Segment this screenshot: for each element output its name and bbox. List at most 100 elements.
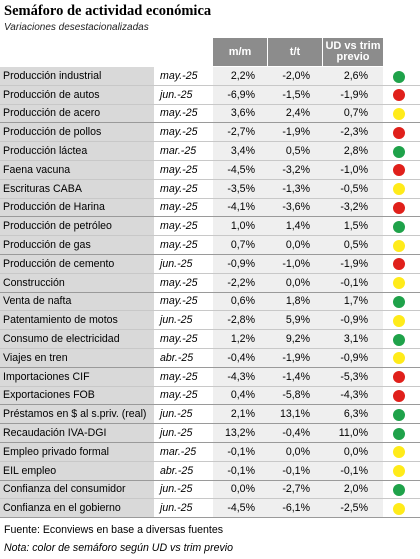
- value-tt: -3,2%: [282, 163, 310, 176]
- traffic-light-green-icon: [393, 220, 405, 233]
- indicator-date: may.-25: [160, 163, 198, 176]
- cell-background: [323, 424, 383, 442]
- traffic-light-green-icon: [393, 427, 405, 440]
- cell-background: [268, 198, 323, 217]
- indicator-name: Empleo privado formal: [0, 442, 154, 461]
- indicator-name: Producción de gas: [0, 236, 154, 254]
- cell-background: [323, 160, 383, 179]
- value-ud: 0,7%: [343, 107, 368, 120]
- cell-background: [268, 123, 323, 142]
- table-row: Confianza en el gobierno jun.-25 -4,5% -6,1…: [0, 499, 420, 519]
- cell-background: [268, 499, 323, 518]
- cell-background: [213, 179, 268, 198]
- table-row: Producción industrial may.-25 2,2% -2,0% 2,6…: [0, 67, 420, 86]
- indicator-name: Construcción: [0, 273, 154, 292]
- cell-background: [213, 254, 268, 273]
- cell-background: [268, 311, 323, 330]
- indicator-date: may.-25: [160, 69, 198, 82]
- cell-background: [268, 461, 323, 480]
- cell-background: [268, 104, 323, 123]
- table-row: Producción de Harina may.-25 -4,1% -3,6% -3,…: [0, 198, 420, 218]
- cell-background: [268, 160, 323, 179]
- value-mm: 0,7%: [230, 239, 255, 252]
- value-tt: -1,9%: [282, 126, 310, 139]
- indicator-name: Recaudación IVA-DGI: [0, 424, 154, 442]
- indicator-date: jun.-25: [160, 408, 193, 421]
- cell-background: [323, 236, 383, 254]
- indicator-date: abr.-25: [160, 351, 194, 364]
- traffic-light-green-icon: [393, 333, 405, 346]
- cell-background: [323, 217, 383, 236]
- value-tt: 0,0%: [285, 239, 310, 252]
- value-mm: -0,1%: [227, 445, 255, 458]
- value-ud: -3,2%: [340, 201, 368, 214]
- value-mm: -4,5%: [227, 163, 255, 176]
- value-tt: -0,4%: [282, 427, 310, 440]
- traffic-light-green-icon: [393, 145, 405, 158]
- table-row: Exportaciones FOB may.-25 0,4% -5,8% -4,3%: [0, 386, 420, 406]
- indicator-date: mar.-25: [160, 145, 197, 158]
- value-tt: 1,4%: [285, 220, 310, 233]
- cell-background: [323, 123, 383, 142]
- cell-background: [323, 292, 383, 311]
- cell-background: [323, 405, 383, 424]
- cell-background: [323, 67, 383, 85]
- value-mm: -0,9%: [227, 257, 255, 270]
- indicator-name: Exportaciones FOB: [0, 386, 154, 405]
- indicator-name: Producción de autos: [0, 85, 154, 104]
- cell-background: [268, 179, 323, 198]
- cell-background: [268, 405, 323, 424]
- cell-background: [213, 424, 268, 442]
- cell-background: [213, 311, 268, 330]
- value-mm: -0,4%: [227, 351, 255, 364]
- value-ud: 11,0%: [338, 427, 368, 440]
- traffic-light-red-icon: [393, 390, 405, 403]
- indicator-name: Préstamos en $ al s.priv. (real): [0, 405, 154, 424]
- cell-background: [323, 499, 383, 518]
- indicator-date: jun.-25: [160, 427, 193, 440]
- cell-background: [213, 273, 268, 292]
- value-tt: 2,4%: [285, 107, 310, 120]
- value-ud: 1,5%: [343, 220, 368, 233]
- cell-background: [213, 330, 268, 348]
- column-header-tt: t/t: [268, 38, 322, 66]
- indicator-date: jun.-25: [160, 483, 193, 496]
- indicator-name: Producción industrial: [0, 67, 154, 85]
- indicator-name: Producción de Harina: [0, 198, 154, 217]
- cell-background: [268, 85, 323, 104]
- cell-background: [213, 104, 268, 123]
- traffic-light-yellow-icon: [393, 446, 405, 459]
- cell-background: [213, 442, 268, 461]
- traffic-light-red-icon: [393, 89, 405, 102]
- indicator-name: Escrituras CABA: [0, 179, 154, 198]
- value-tt: -6,1%: [282, 502, 310, 515]
- table-row: Producción de pollos may.-25 -2,7% -1,9% -2,…: [0, 123, 420, 143]
- cell-background: [213, 198, 268, 217]
- indicator-date: may.-25: [160, 126, 198, 139]
- value-ud: -2,3%: [340, 126, 368, 139]
- table-row: Importaciones CIF may.-25 -4,3% -1,4% -5,3%: [0, 367, 420, 387]
- indicator-date: mar.-25: [160, 445, 197, 458]
- cell-background: [213, 67, 268, 85]
- value-mm: 0,4%: [230, 389, 255, 402]
- indicator-date: may.-25: [160, 389, 198, 402]
- traffic-light-yellow-icon: [393, 314, 405, 327]
- cell-background: [268, 142, 323, 160]
- indicator-name: Viajes en tren: [0, 348, 154, 367]
- cell-background: [323, 311, 383, 330]
- value-tt: 9,2%: [285, 333, 310, 346]
- column-header-mm: m/m: [213, 38, 267, 66]
- table-row: Producción de gas may.-25 0,7% 0,0% 0,5%: [0, 236, 420, 255]
- table-row: Faena vacuna may.-25 -4,5% -3,2% -1,0%: [0, 160, 420, 180]
- table-row: Producción de cemento jun.-25 -0,9% -1,0% -1…: [0, 254, 420, 274]
- source-note: Fuente: Econviews en base a diversas fue…: [4, 524, 224, 536]
- cell-background: [268, 217, 323, 236]
- traffic-light-red-icon: [393, 371, 405, 384]
- table-row: EIL empleo abr.-25 -0,1% -0,1% -0,1%: [0, 461, 420, 481]
- table-row: Producción de autos jun.-25 -6,9% -1,5% -1,9…: [0, 85, 420, 105]
- indicator-name: Producción de acero: [0, 104, 154, 123]
- value-ud: -1,0%: [340, 163, 368, 176]
- cell-background: [213, 160, 268, 179]
- table-row: Producción de acero may.-25 3,6% 2,4% 0,7%: [0, 104, 420, 124]
- indicator-date: jun.-25: [160, 502, 193, 515]
